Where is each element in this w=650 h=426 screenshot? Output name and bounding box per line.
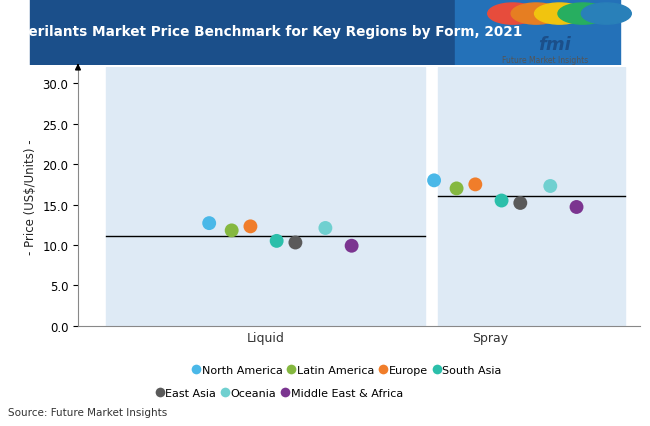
Bar — [438, 68, 625, 326]
Point — [320, 225, 331, 232]
Y-axis label: - Price (US$/Units) -: - Price (US$/Units) - — [23, 139, 36, 255]
Point — [272, 238, 282, 245]
Circle shape — [581, 4, 631, 25]
Text: Sterilants Market Price Benchmark for Key Regions by Form, 2021: Sterilants Market Price Benchmark for Ke… — [12, 25, 522, 39]
Point — [571, 204, 582, 211]
Point — [545, 183, 556, 190]
Point — [497, 198, 507, 204]
Point — [245, 223, 255, 230]
Circle shape — [488, 4, 538, 25]
Point — [515, 200, 525, 207]
Circle shape — [534, 4, 584, 25]
Bar — [29, 0, 455, 66]
Point — [451, 186, 462, 193]
Point — [290, 239, 300, 246]
Point — [204, 220, 214, 227]
Legend: East Asia, Oceania, Middle East & Africa: East Asia, Oceania, Middle East & Africa — [158, 388, 403, 398]
Point — [346, 243, 357, 250]
Point — [226, 227, 237, 234]
Text: Source: Future Market Insights: Source: Future Market Insights — [8, 407, 167, 417]
Circle shape — [511, 4, 561, 25]
Text: Future Market Insights: Future Market Insights — [502, 56, 588, 65]
Text: fmi: fmi — [538, 36, 571, 54]
Point — [429, 178, 439, 184]
Circle shape — [558, 4, 608, 25]
Bar — [106, 68, 424, 326]
Point — [470, 181, 480, 188]
Bar — [455, 0, 621, 66]
